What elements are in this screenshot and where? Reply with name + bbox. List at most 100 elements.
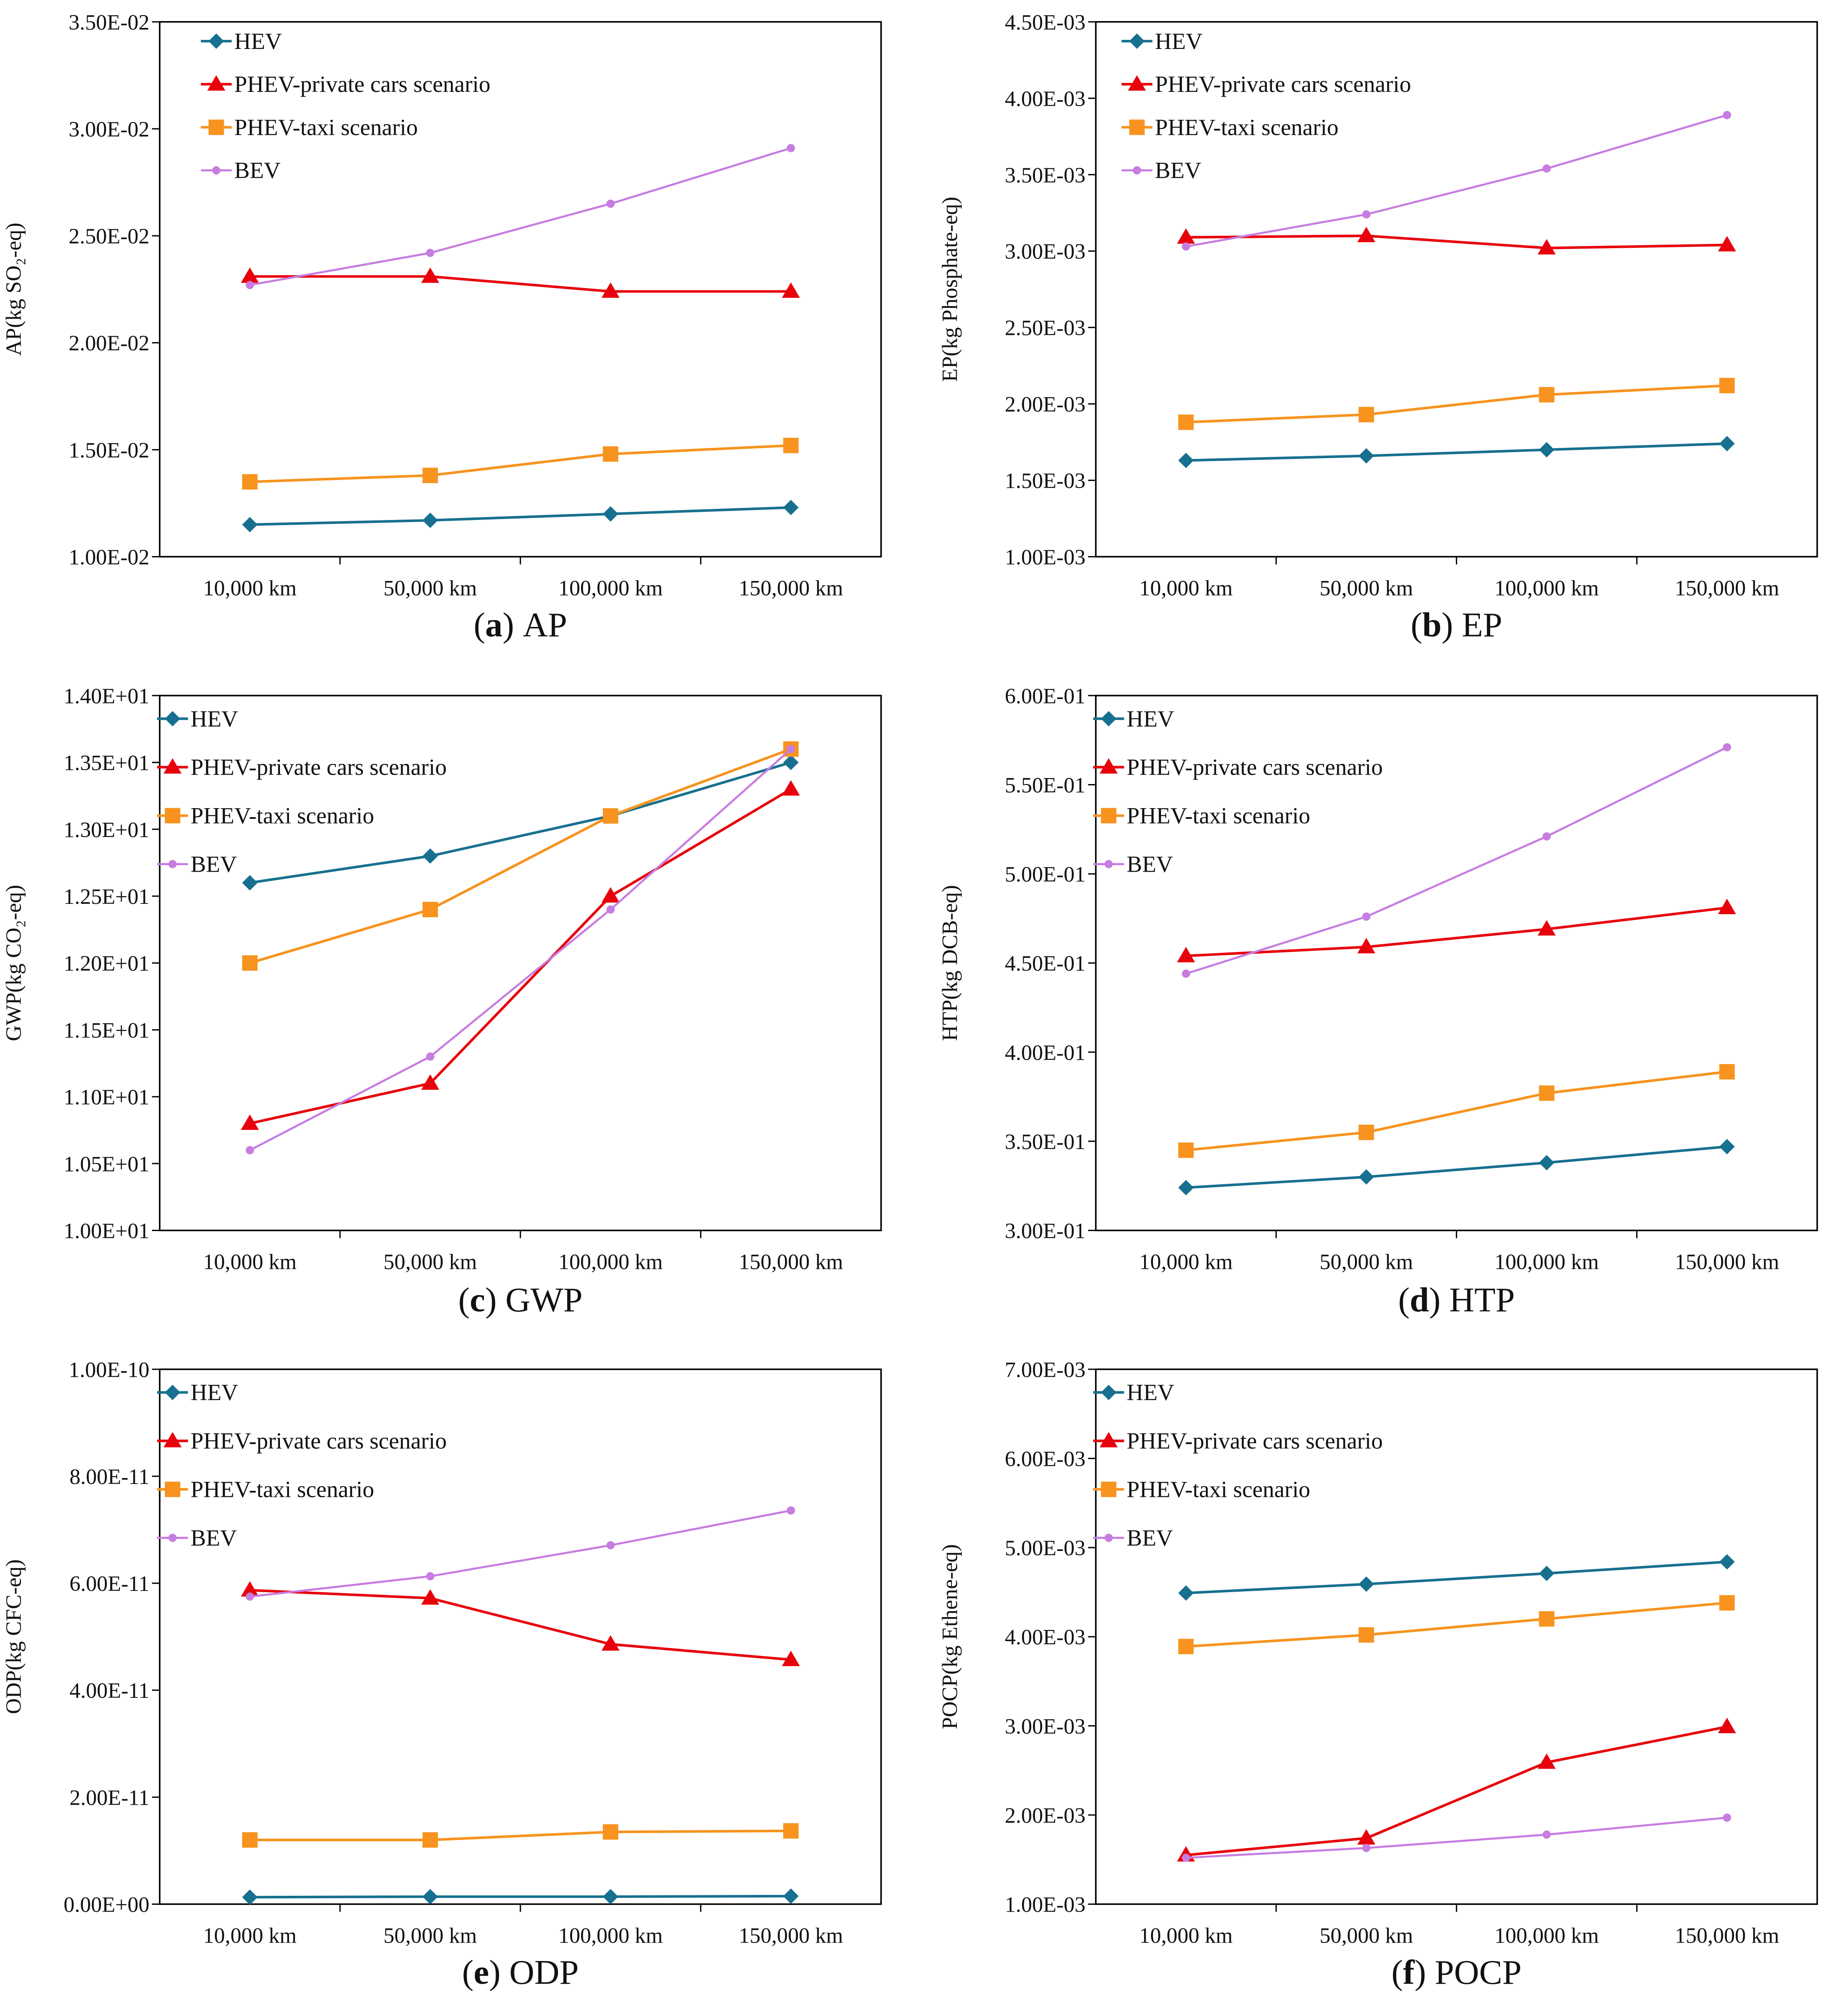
legend-label: BEV — [1127, 851, 1173, 877]
x-tick-label: 10,000 km — [203, 1924, 297, 1948]
panel-a: 1.00E-02 1.50E-02 2.00E-02 2.50E-02 3.00E-02… — [2, 11, 882, 644]
legend-marker — [1101, 711, 1117, 727]
series-line — [1186, 1145, 1727, 1189]
series-line — [1186, 114, 1728, 248]
legend-label: HEV — [1127, 706, 1175, 732]
legend-label: BEV — [1127, 1525, 1173, 1551]
legend-marker — [164, 1384, 180, 1400]
data-point — [1178, 1142, 1194, 1158]
data-point — [242, 1889, 258, 1905]
legend-marker — [164, 808, 180, 824]
data-point — [1358, 1576, 1374, 1592]
series-line — [1186, 1560, 1727, 1594]
data-point — [601, 887, 620, 903]
data-point — [1537, 1753, 1556, 1769]
legend-item: HEV — [1121, 28, 1202, 54]
y-tick-label: 2.00E-03 — [1005, 393, 1086, 417]
data-point — [783, 438, 799, 453]
legend-label: BEV — [234, 158, 281, 183]
y-tick-label: 2.50E-02 — [69, 225, 149, 249]
legend-item: HEV — [157, 1380, 238, 1405]
data-point — [1542, 1830, 1551, 1839]
series-bev — [1182, 111, 1732, 251]
data-point — [782, 282, 800, 298]
legend-item: PHEV-taxi scenario — [1121, 114, 1339, 140]
caption-paren: ) — [1429, 1281, 1449, 1319]
y-tick-label: 1.00E-03 — [1005, 1893, 1086, 1917]
data-point — [1182, 242, 1190, 251]
legend-marker — [1099, 758, 1118, 774]
series-line — [250, 1894, 791, 1899]
series-line — [250, 761, 791, 884]
panel-caption: (e) ODP — [462, 1953, 579, 1992]
x-tick-label: 100,000 km — [1494, 1924, 1599, 1948]
data-point — [422, 468, 438, 483]
y-tick-label: 1.00E+01 — [64, 1219, 149, 1243]
series-line — [250, 147, 791, 286]
caption-paren: ) — [485, 1281, 505, 1319]
legend-label: PHEV-private cars scenario — [234, 71, 490, 97]
legend-label: PHEV-taxi scenario — [1127, 803, 1310, 829]
legend-marker — [1129, 33, 1145, 49]
x-tick-label: 150,000 km — [739, 576, 843, 600]
legend-marker — [1101, 1384, 1117, 1400]
data-point — [242, 875, 258, 891]
data-point — [1358, 1627, 1374, 1643]
y-tick-label: 3.00E-03 — [1005, 240, 1086, 264]
caption-title: EP — [1462, 606, 1502, 644]
data-point — [1719, 436, 1735, 452]
data-point — [1542, 164, 1551, 173]
y-tick-label: 3.50E-01 — [1005, 1130, 1086, 1154]
legend-marker — [208, 33, 224, 49]
series-line — [249, 748, 792, 1151]
legend-item: HEV — [201, 28, 282, 54]
data-point — [783, 499, 799, 515]
legend-label: HEV — [1127, 1380, 1175, 1405]
series-hev — [1178, 1139, 1735, 1195]
caption-letter: c — [470, 1281, 485, 1319]
data-point — [1178, 414, 1194, 430]
legend-item: BEV — [1121, 158, 1201, 183]
data-point — [1362, 912, 1371, 921]
x-tick-label: 50,000 km — [383, 576, 477, 600]
legend-label: HEV — [191, 706, 238, 732]
legend-label: PHEV-taxi scenario — [1155, 114, 1338, 140]
data-point — [240, 267, 259, 283]
y-tick-label: 1.05E+01 — [64, 1152, 149, 1177]
caption-title: ODP — [509, 1953, 579, 1992]
legend-item: PHEV-private cars scenario — [201, 71, 490, 97]
y-tick-label: 0.00E+00 — [64, 1893, 149, 1917]
y-tick-label: 1.00E-02 — [69, 545, 149, 569]
data-point — [1537, 239, 1556, 255]
y-tick-label: 1.30E+01 — [64, 818, 149, 842]
series-hev — [1178, 1554, 1735, 1601]
data-point — [242, 955, 258, 971]
data-point — [1357, 1829, 1376, 1845]
legend-marker — [1132, 166, 1141, 175]
x-tick-label: 100,000 km — [558, 1924, 663, 1948]
legend-label: BEV — [191, 1525, 237, 1551]
series-line — [1186, 1601, 1727, 1648]
x-tick-label: 50,000 km — [383, 1250, 477, 1274]
y-tick-label: 3.00E-01 — [1005, 1219, 1086, 1243]
x-tick-label: 150,000 km — [1675, 1924, 1779, 1948]
legend-item: PHEV-private cars scenario — [157, 1428, 447, 1454]
series-phev-taxi — [1178, 1064, 1735, 1158]
y-tick-label: 1.35E+01 — [64, 751, 149, 775]
x-tick-label: 100,000 km — [1494, 576, 1599, 600]
series-hev — [1178, 436, 1735, 468]
legend-marker — [168, 1533, 177, 1542]
x-tick-label: 10,000 km — [1139, 1250, 1233, 1274]
legend-item: PHEV-private cars scenario — [1121, 71, 1411, 97]
y-tick-label: 5.00E-01 — [1005, 863, 1086, 887]
data-point — [783, 1888, 799, 1904]
data-point — [1182, 970, 1190, 978]
data-point — [1362, 1844, 1371, 1852]
series-line — [1186, 384, 1727, 424]
y-tick-label: 1.50E-02 — [69, 438, 149, 462]
legend-marker — [1105, 1533, 1113, 1542]
data-point — [421, 1074, 439, 1090]
data-point — [1357, 227, 1376, 243]
caption-paren: ( — [1391, 1953, 1403, 1992]
series-phev-private — [240, 267, 800, 298]
